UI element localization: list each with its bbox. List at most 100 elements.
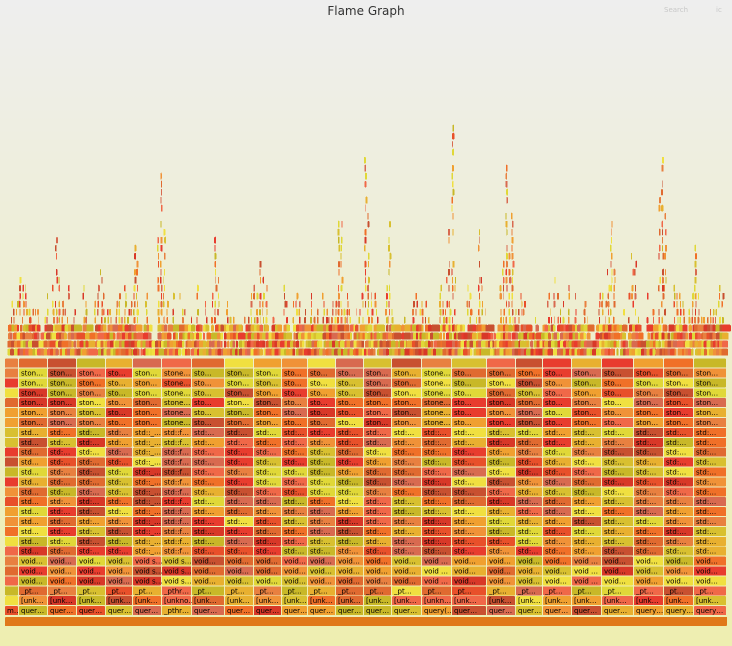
stack-frame[interactable] <box>133 308 135 316</box>
stack-frame[interactable] <box>162 487 192 497</box>
stack-frame[interactable] <box>322 316 325 324</box>
stack-frame[interactable] <box>364 276 366 284</box>
stack-frame[interactable] <box>392 378 422 388</box>
stack-frame[interactable] <box>225 398 254 408</box>
stack-frame[interactable] <box>518 308 520 316</box>
stack-frame[interactable] <box>308 536 336 546</box>
stack-frame[interactable] <box>134 252 136 260</box>
stack-frame[interactable] <box>254 408 282 418</box>
stack-frame[interactable] <box>265 332 270 340</box>
stack-frame[interactable] <box>506 244 508 252</box>
stack-frame[interactable] <box>335 308 337 316</box>
stack-frame[interactable] <box>422 586 452 596</box>
stack-frame[interactable] <box>694 477 727 487</box>
stack-frame[interactable] <box>634 437 664 447</box>
stack-frame[interactable] <box>478 260 481 268</box>
stack-frame[interactable] <box>106 546 133 556</box>
stack-frame[interactable] <box>100 268 102 276</box>
stack-frame[interactable] <box>421 324 424 332</box>
stack-frame[interactable] <box>511 220 514 228</box>
stack-frame[interactable] <box>157 308 160 316</box>
stack-frame[interactable] <box>511 228 513 236</box>
stack-frame[interactable] <box>608 316 610 324</box>
stack-frame[interactable] <box>421 316 424 324</box>
stack-frame[interactable] <box>377 316 379 324</box>
stack-frame[interactable] <box>422 388 452 398</box>
stack-frame[interactable] <box>688 324 692 332</box>
stack-frame[interactable] <box>572 566 602 576</box>
stack-frame[interactable] <box>214 300 217 308</box>
stack-frame[interactable] <box>452 457 487 467</box>
stack-frame[interactable] <box>133 368 162 378</box>
stack-frame[interactable] <box>192 388 225 398</box>
stack-frame[interactable] <box>106 596 133 606</box>
stack-frame[interactable] <box>5 388 19 398</box>
stack-frame[interactable] <box>487 546 516 556</box>
stack-frame[interactable] <box>214 268 216 276</box>
stack-frame[interactable] <box>664 418 694 427</box>
stack-frame[interactable] <box>547 300 549 308</box>
stack-frame[interactable] <box>48 517 77 526</box>
stack-frame[interactable] <box>574 324 578 332</box>
stack-frame[interactable] <box>127 316 130 324</box>
stack-frame[interactable] <box>664 517 694 526</box>
stack-frame[interactable] <box>192 507 225 517</box>
stack-frame[interactable] <box>19 388 48 398</box>
stack-frame[interactable] <box>572 447 602 457</box>
stack-frame[interactable] <box>422 477 452 487</box>
stack-frame[interactable] <box>229 316 232 324</box>
stack-frame[interactable] <box>511 284 514 292</box>
stack-frame[interactable] <box>712 316 714 324</box>
stack-frame[interactable] <box>52 300 54 308</box>
stack-frame[interactable] <box>337 292 340 300</box>
stack-frame[interactable] <box>160 308 163 316</box>
stack-frame[interactable] <box>664 378 694 388</box>
stack-frame[interactable] <box>337 308 340 316</box>
stack-frame[interactable] <box>602 368 634 378</box>
stack-frame[interactable] <box>634 536 664 546</box>
stack-frame[interactable] <box>5 477 19 487</box>
stack-frame[interactable] <box>133 526 162 536</box>
stack-frame[interactable] <box>226 300 229 308</box>
stack-frame[interactable] <box>364 556 392 566</box>
stack-frame[interactable] <box>673 340 678 348</box>
stack-frame[interactable] <box>162 576 192 586</box>
stack-frame[interactable] <box>316 332 324 340</box>
stack-frame[interactable] <box>516 477 543 487</box>
stack-frame[interactable] <box>682 348 685 356</box>
stack-frame[interactable] <box>508 300 510 308</box>
stack-frame[interactable] <box>451 276 453 284</box>
stack-frame[interactable] <box>694 497 727 507</box>
stack-frame[interactable] <box>487 427 516 437</box>
stack-frame[interactable] <box>364 427 392 437</box>
stack-frame[interactable] <box>336 418 364 427</box>
stack-frame[interactable] <box>40 348 44 356</box>
stack-frame[interactable] <box>451 164 454 172</box>
stack-frame[interactable] <box>516 497 543 507</box>
stack-frame[interactable] <box>392 507 422 517</box>
stack-frame[interactable] <box>364 576 392 586</box>
stack-frame[interactable] <box>277 324 283 332</box>
stack-frame[interactable] <box>661 316 663 324</box>
stack-frame[interactable] <box>11 324 15 332</box>
stack-frame[interactable] <box>162 378 192 388</box>
stack-frame[interactable] <box>182 308 184 316</box>
stack-frame[interactable] <box>77 477 106 487</box>
stack-frame[interactable] <box>605 324 608 332</box>
stack-frame[interactable] <box>260 276 261 284</box>
stack-frame[interactable] <box>516 398 543 408</box>
stack-frame[interactable] <box>422 526 452 536</box>
stack-frame[interactable] <box>283 292 285 300</box>
stack-frame[interactable] <box>254 546 282 556</box>
stack-frame[interactable] <box>192 427 225 437</box>
stack-frame[interactable] <box>214 244 216 252</box>
stack-frame[interactable] <box>479 276 481 284</box>
stack-frame[interactable] <box>157 236 159 244</box>
stack-frame[interactable] <box>19 477 48 487</box>
stack-frame[interactable] <box>572 398 602 408</box>
stack-frame[interactable] <box>376 324 386 332</box>
stack-frame[interactable] <box>505 260 508 268</box>
stack-frame[interactable] <box>454 332 457 340</box>
stack-frame[interactable] <box>452 467 487 477</box>
stack-frame[interactable] <box>472 324 477 332</box>
